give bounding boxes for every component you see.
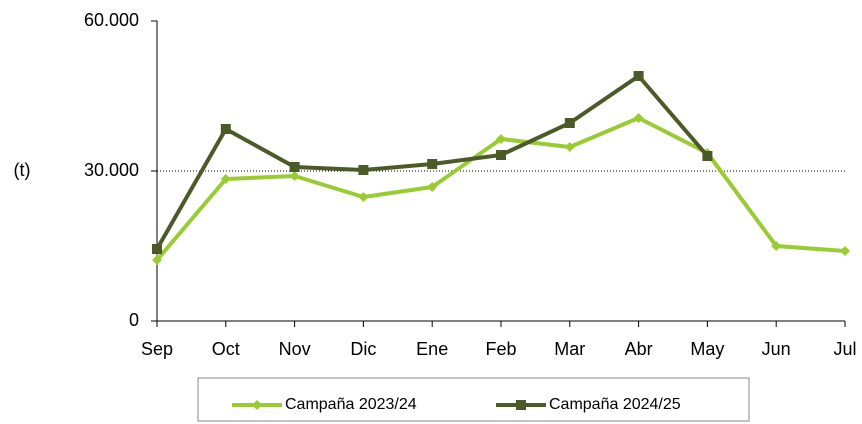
x-tick-label: Abr (625, 339, 653, 359)
y-tick-label: 0 (129, 310, 139, 330)
x-tick-label: Nov (279, 339, 311, 359)
data-point (427, 159, 438, 169)
legend-label: Campaña 2024/25 (549, 396, 681, 413)
y-tick-label: 60.000 (84, 10, 139, 30)
x-tick-label: Oct (212, 339, 240, 359)
legend-label: Campaña 2023/24 (285, 396, 417, 413)
y-tick-label: 30.000 (84, 160, 139, 180)
x-tick-label: Feb (485, 339, 516, 359)
legend-box (197, 377, 750, 422)
legend-marker (516, 400, 526, 410)
x-tick-label: Sep (141, 339, 173, 359)
data-point (771, 241, 782, 251)
data-point (220, 174, 231, 184)
data-point (564, 142, 575, 152)
x-tick-label: May (690, 339, 724, 359)
x-tick-label: Jul (833, 339, 856, 359)
y-axis-label: (t) (14, 160, 31, 180)
data-point (702, 151, 713, 161)
data-point (152, 255, 162, 265)
data-point (564, 118, 575, 128)
x-tick-label: Jun (762, 339, 791, 359)
data-point (289, 171, 300, 181)
x-tick-label: Ene (416, 339, 448, 359)
legend-marker (252, 400, 262, 410)
data-point (220, 124, 231, 134)
data-point (633, 71, 644, 81)
data-point (152, 244, 162, 254)
data-point (289, 162, 300, 172)
data-point (358, 192, 369, 202)
data-point (840, 246, 850, 256)
x-tick-label: Mar (554, 339, 585, 359)
data-point (496, 150, 506, 160)
data-point (427, 182, 438, 192)
data-point (633, 113, 644, 123)
x-tick-label: Dic (350, 339, 376, 359)
data-point (496, 134, 506, 144)
data-point (358, 165, 369, 175)
